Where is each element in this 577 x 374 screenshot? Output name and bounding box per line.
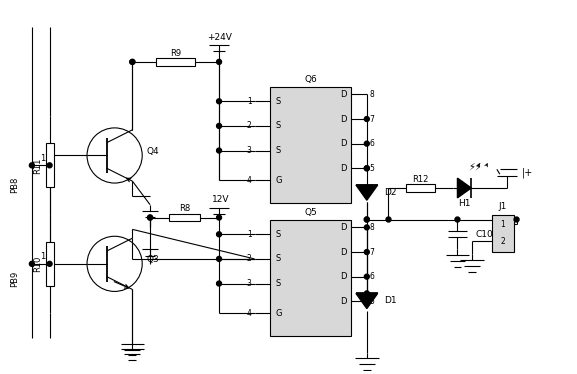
Text: D: D xyxy=(340,223,346,232)
Bar xyxy=(270,220,351,336)
Circle shape xyxy=(130,59,135,64)
Circle shape xyxy=(364,166,369,171)
Circle shape xyxy=(364,249,369,254)
Circle shape xyxy=(386,217,391,222)
Circle shape xyxy=(364,141,369,146)
Text: D: D xyxy=(340,272,346,281)
Text: PB8: PB8 xyxy=(10,177,18,193)
Text: H1: H1 xyxy=(458,199,471,208)
Circle shape xyxy=(455,217,460,222)
Text: R12: R12 xyxy=(413,175,429,184)
Circle shape xyxy=(47,261,52,266)
Circle shape xyxy=(216,99,222,104)
Text: D: D xyxy=(340,139,346,148)
Text: D: D xyxy=(340,248,346,257)
Circle shape xyxy=(148,215,152,220)
Circle shape xyxy=(364,274,369,279)
Text: 5: 5 xyxy=(370,164,374,173)
Text: S: S xyxy=(275,146,280,155)
Text: 2: 2 xyxy=(247,254,252,263)
Text: D1: D1 xyxy=(384,297,397,306)
Text: 1: 1 xyxy=(247,230,252,239)
Text: 12V: 12V xyxy=(212,195,230,204)
Polygon shape xyxy=(458,178,471,198)
Text: 7: 7 xyxy=(370,114,374,123)
Bar xyxy=(270,86,351,203)
Polygon shape xyxy=(356,185,378,200)
Bar xyxy=(406,184,435,192)
Text: S: S xyxy=(275,279,280,288)
Text: 4: 4 xyxy=(247,309,252,318)
Circle shape xyxy=(216,281,222,286)
Circle shape xyxy=(148,215,152,220)
Circle shape xyxy=(364,299,369,304)
Bar xyxy=(156,58,195,66)
Text: |+: |+ xyxy=(522,168,533,178)
Text: D: D xyxy=(340,90,346,99)
Text: 3: 3 xyxy=(247,279,252,288)
Text: 4: 4 xyxy=(247,176,252,185)
Bar xyxy=(46,143,54,187)
Circle shape xyxy=(216,232,222,237)
Circle shape xyxy=(364,217,369,222)
Circle shape xyxy=(216,215,222,220)
Text: G: G xyxy=(275,176,282,185)
Circle shape xyxy=(364,217,369,222)
Text: 6: 6 xyxy=(370,272,374,281)
Text: S: S xyxy=(275,254,280,263)
Text: D: D xyxy=(340,164,346,173)
Text: 2: 2 xyxy=(500,237,505,246)
Circle shape xyxy=(364,291,369,296)
Bar xyxy=(46,242,54,286)
Bar xyxy=(169,214,200,221)
Circle shape xyxy=(130,59,135,64)
Bar xyxy=(492,215,514,252)
Text: 1: 1 xyxy=(40,154,45,163)
Text: 2: 2 xyxy=(247,122,252,131)
Circle shape xyxy=(216,148,222,153)
Text: Q4: Q4 xyxy=(146,147,159,156)
Polygon shape xyxy=(356,293,378,309)
Circle shape xyxy=(364,166,369,171)
Circle shape xyxy=(216,257,222,261)
Text: D2: D2 xyxy=(384,188,397,197)
Text: 7: 7 xyxy=(370,248,374,257)
Text: +24V: +24V xyxy=(207,33,231,42)
Text: C10: C10 xyxy=(475,230,493,239)
Text: S: S xyxy=(275,230,280,239)
Text: R10: R10 xyxy=(33,256,42,272)
Circle shape xyxy=(47,163,52,168)
Text: D: D xyxy=(340,297,346,306)
Circle shape xyxy=(364,225,369,230)
Text: 1: 1 xyxy=(247,97,252,106)
Text: 1: 1 xyxy=(500,220,505,229)
Circle shape xyxy=(29,163,35,168)
Text: 8: 8 xyxy=(370,223,374,232)
Text: R11: R11 xyxy=(33,157,42,174)
Circle shape xyxy=(29,261,35,266)
Text: R8: R8 xyxy=(179,204,190,213)
Circle shape xyxy=(216,59,222,64)
Circle shape xyxy=(216,123,222,128)
Circle shape xyxy=(364,117,369,122)
Circle shape xyxy=(514,217,519,222)
Text: PB9: PB9 xyxy=(10,270,18,287)
Text: J1: J1 xyxy=(499,202,507,211)
Text: S: S xyxy=(275,122,280,131)
Text: Q3: Q3 xyxy=(146,255,159,264)
Text: ⚡⚡: ⚡⚡ xyxy=(469,161,482,171)
Text: G: G xyxy=(275,309,282,318)
Text: 1: 1 xyxy=(40,252,45,261)
Text: 3: 3 xyxy=(247,146,252,155)
Text: 5: 5 xyxy=(370,297,374,306)
Text: Q5: Q5 xyxy=(304,208,317,217)
Text: R9: R9 xyxy=(170,49,181,58)
Text: S: S xyxy=(275,97,280,106)
Text: 6: 6 xyxy=(370,139,374,148)
Text: D: D xyxy=(340,114,346,123)
Text: 8: 8 xyxy=(370,90,374,99)
Text: Q6: Q6 xyxy=(304,75,317,84)
